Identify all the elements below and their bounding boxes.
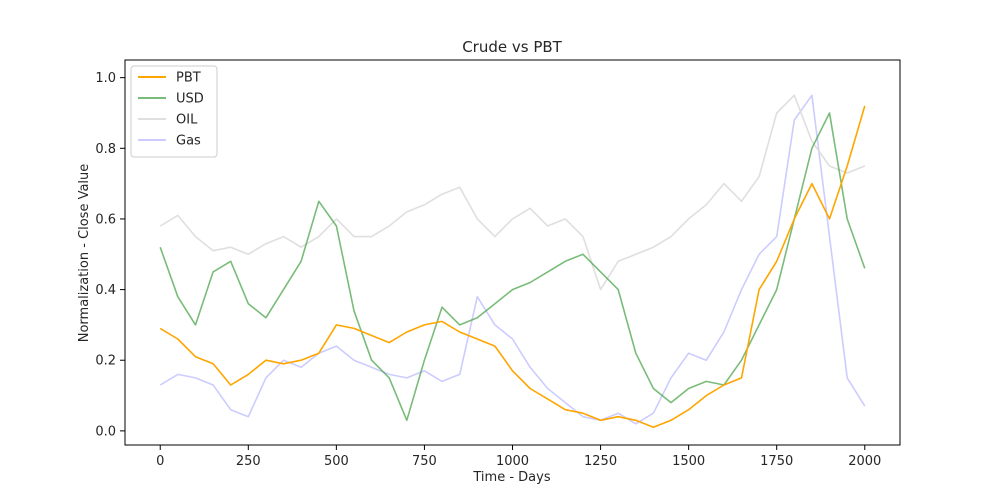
legend: PBT USD OIL Gas xyxy=(130,65,218,158)
x-tick-label: 2000 xyxy=(848,454,881,469)
legend-box xyxy=(130,65,218,158)
y-tick-label: 0.2 xyxy=(95,354,116,369)
plot-area xyxy=(124,59,901,446)
axis-ticks: 0 250 500 750 1000 1250 1500 1750 2000 0.0 0.2 0.4 0… xyxy=(95,71,881,469)
chart-title: Crude vs PBT xyxy=(462,38,562,56)
series-line-pbt xyxy=(159,105,866,429)
x-tick-label: 500 xyxy=(324,454,349,469)
y-tick-label: 0.4 xyxy=(95,283,116,298)
x-tick-label: 1750 xyxy=(760,454,793,469)
legend-label-oil: OIL xyxy=(176,113,198,128)
x-tick-label: 750 xyxy=(412,454,437,469)
y-tick-label: 0.8 xyxy=(95,142,116,157)
x-tick-label: 0 xyxy=(156,454,164,469)
x-tick-label: 1000 xyxy=(496,454,529,469)
series-line-oil xyxy=(159,94,866,291)
x-tick-label: 250 xyxy=(236,454,261,469)
legend-label-usd: USD xyxy=(176,92,204,107)
y-tick-label: 0.0 xyxy=(95,424,116,439)
series-line-gas xyxy=(159,94,866,425)
x-axis-label: Time - Days xyxy=(472,470,550,485)
y-tick-label: 0.6 xyxy=(95,212,116,227)
legend-label-gas: Gas xyxy=(176,134,201,149)
x-tick-label: 1250 xyxy=(584,454,617,469)
legend-label-pbt: PBT xyxy=(176,71,201,86)
y-tick-label: 1.0 xyxy=(95,71,116,86)
y-axis-label: Normalization - Close Value xyxy=(77,164,92,343)
x-tick-label: 1500 xyxy=(672,454,705,469)
